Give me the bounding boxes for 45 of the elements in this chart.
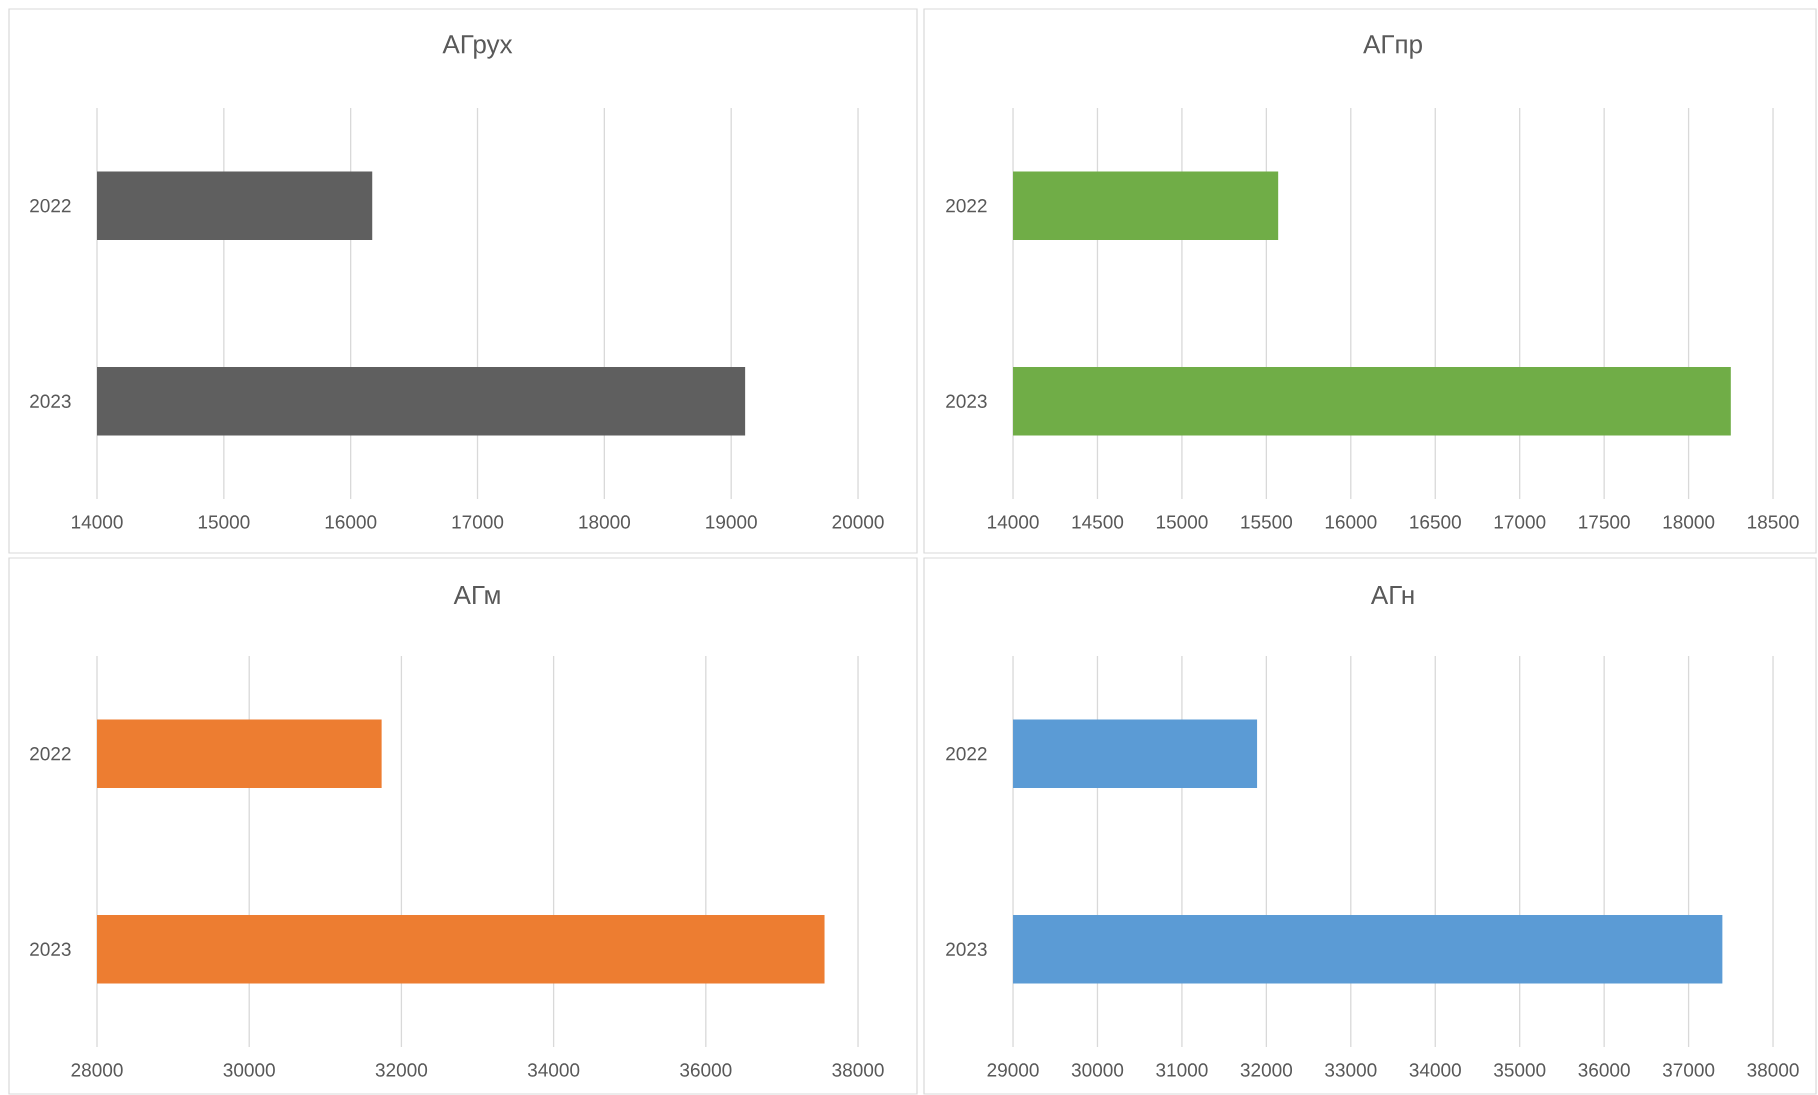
chart-title: АГн — [1370, 586, 1414, 604]
x-tick-label: 30000 — [1071, 1063, 1124, 1077]
y-tick-label: 2022 — [946, 199, 987, 213]
x-tick-label: 15500 — [1241, 515, 1293, 529]
x-tick-label: 38000 — [832, 1063, 884, 1077]
x-tick-label: 17000 — [452, 515, 504, 529]
x-tick-label: 16000 — [325, 515, 377, 529]
y-tick-label: 2023 — [946, 942, 987, 956]
x-tick-label: 14500 — [1072, 515, 1124, 529]
x-tick-label: 31000 — [1156, 1063, 1208, 1077]
x-tick-label: 18500 — [1748, 515, 1799, 529]
x-tick-label: 16500 — [1410, 515, 1461, 529]
y-tick-label: 2022 — [30, 199, 71, 213]
x-tick-label: 15000 — [198, 515, 250, 529]
x-tick-label: 36000 — [680, 1063, 732, 1077]
chart-title: АГрух — [442, 35, 513, 59]
y-tick-label: 2023 — [30, 942, 71, 956]
x-tick-label: 34000 — [527, 1063, 580, 1077]
x-tick-label: 30000 — [223, 1063, 275, 1077]
x-tick-label: 18000 — [1663, 515, 1715, 529]
x-tick-label: 16000 — [1325, 515, 1377, 529]
x-tick-label: 15000 — [1156, 515, 1208, 529]
x-tick-label: 35000 — [1494, 1063, 1546, 1077]
x-tick-label: 32000 — [375, 1063, 428, 1077]
x-tick-label: 38000 — [1747, 1063, 1799, 1077]
x-tick-label: 37000 — [1662, 1063, 1715, 1077]
x-tick-label: 18000 — [579, 515, 631, 529]
x-tick-label: 36000 — [1578, 1063, 1630, 1077]
x-tick-label: 33000 — [1325, 1063, 1377, 1077]
x-tick-label: 14000 — [988, 515, 1039, 529]
x-tick-label: 28000 — [71, 1063, 123, 1077]
chart-title: АГм — [453, 586, 500, 604]
chart-title: АГпр — [1363, 35, 1422, 59]
x-tick-label: 34000 — [1409, 1063, 1461, 1077]
x-tick-label: 14000 — [72, 515, 123, 529]
y-tick-label: 2022 — [946, 747, 987, 761]
x-tick-label: 20000 — [832, 515, 884, 529]
y-tick-label: 2023 — [30, 394, 71, 408]
x-tick-label: 29000 — [987, 1063, 1039, 1077]
x-tick-label: 19000 — [706, 515, 757, 529]
x-tick-label: 17000 — [1494, 515, 1546, 529]
x-tick-label: 17500 — [1579, 515, 1630, 529]
y-tick-label: 2023 — [946, 394, 987, 408]
x-tick-label: 32000 — [1240, 1063, 1293, 1077]
y-tick-label: 2022 — [30, 747, 71, 761]
